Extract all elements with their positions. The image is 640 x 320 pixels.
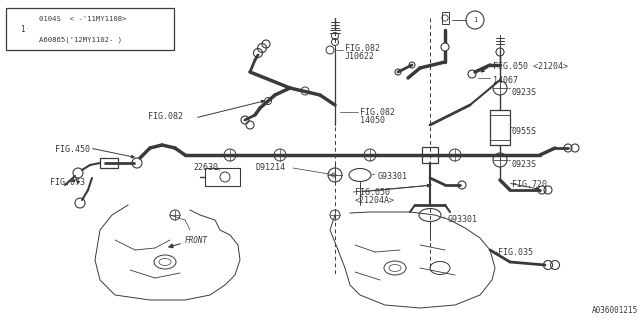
Text: FIG.082: FIG.082 xyxy=(148,112,183,121)
Text: G93301: G93301 xyxy=(448,215,478,224)
Text: 1: 1 xyxy=(473,17,477,23)
Text: D91214: D91214 xyxy=(255,163,285,172)
Text: FIG.720: FIG.720 xyxy=(512,180,547,189)
Text: A036001215: A036001215 xyxy=(592,306,638,315)
Text: 0955S: 0955S xyxy=(512,127,537,136)
Text: 0104S  < -'11MY1108>: 0104S < -'11MY1108> xyxy=(39,15,127,21)
Text: FIG.050: FIG.050 xyxy=(355,188,390,197)
Text: A60865('12MY1102- ): A60865('12MY1102- ) xyxy=(39,36,122,43)
Circle shape xyxy=(441,43,449,51)
Text: G93301: G93301 xyxy=(378,172,408,181)
Text: J10622: J10622 xyxy=(345,52,375,61)
Text: 1: 1 xyxy=(20,25,24,34)
Bar xyxy=(100,158,118,168)
Text: 0923S: 0923S xyxy=(512,160,537,169)
Text: 0923S: 0923S xyxy=(512,88,537,97)
Text: <21204A>: <21204A> xyxy=(355,196,395,205)
Bar xyxy=(442,12,449,24)
Text: FIG.082: FIG.082 xyxy=(360,108,395,117)
Text: FIG.082: FIG.082 xyxy=(345,44,380,53)
Bar xyxy=(6,8,174,50)
Bar xyxy=(490,110,510,145)
Text: 22630: 22630 xyxy=(193,163,218,172)
Text: FIG.035: FIG.035 xyxy=(498,248,533,257)
Text: 14050: 14050 xyxy=(360,116,385,125)
Text: 14067: 14067 xyxy=(493,76,518,85)
Text: FRONT: FRONT xyxy=(185,236,208,244)
Bar xyxy=(422,147,438,163)
Text: FIG.073: FIG.073 xyxy=(50,178,85,187)
Text: FIG.450: FIG.450 xyxy=(55,145,90,154)
Text: FIG.050 <21204>: FIG.050 <21204> xyxy=(493,62,568,71)
Bar xyxy=(205,168,240,186)
